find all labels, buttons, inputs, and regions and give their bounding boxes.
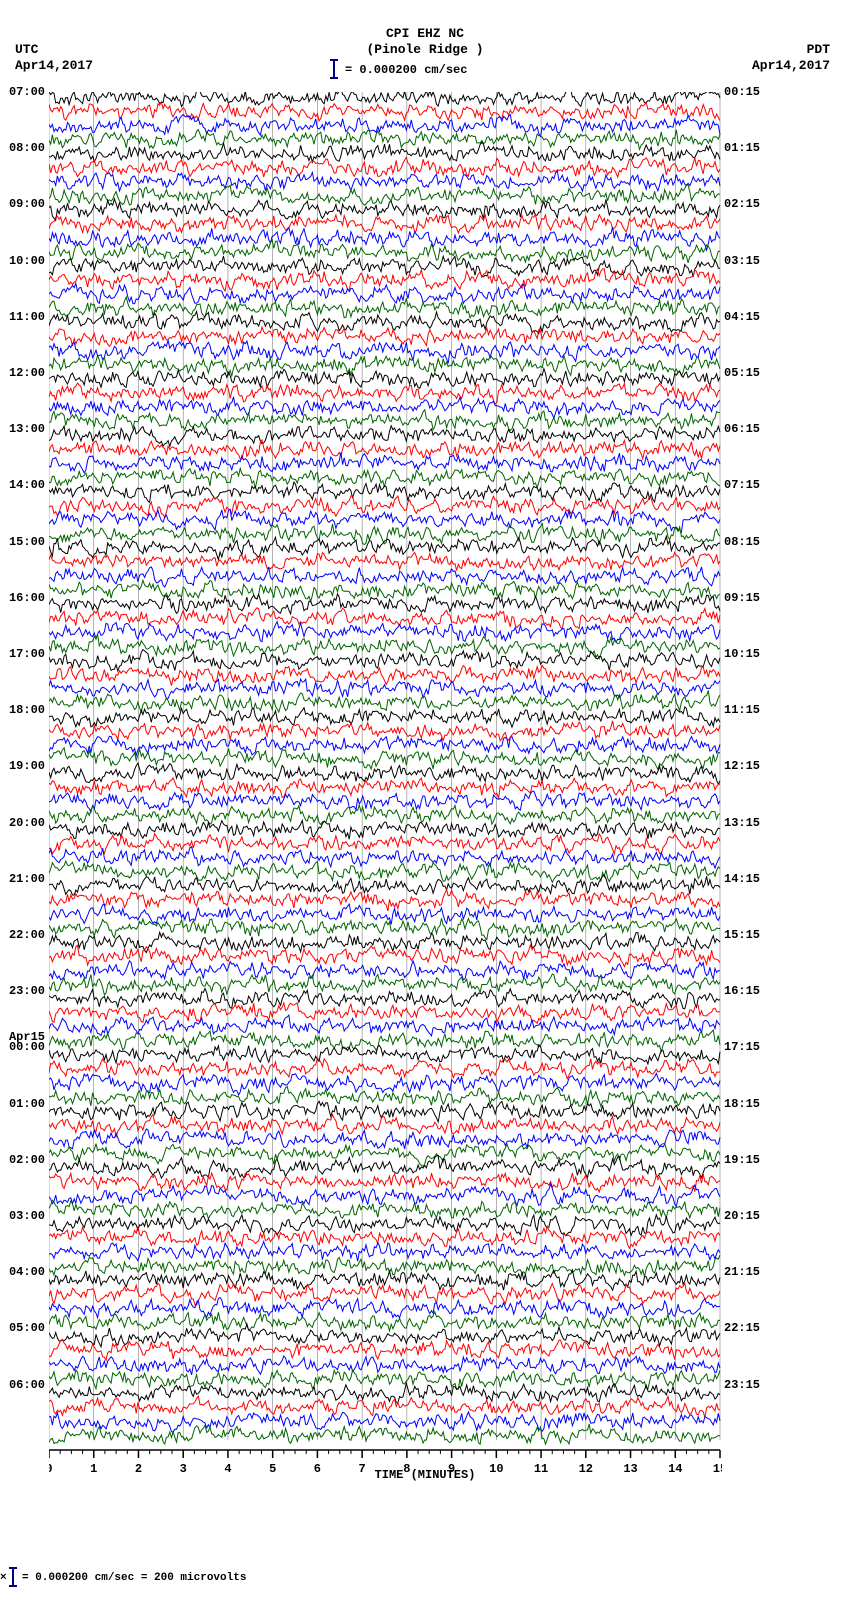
scale-text-footer: = 0.000200 cm/sec = 200 microvolts [22, 1572, 246, 1584]
left-time-label: 10:00 [9, 254, 45, 268]
right-timezone: PDT [807, 42, 830, 57]
scale-bar-footer-cap-top [9, 1567, 17, 1569]
right-time-label: 16:15 [724, 984, 760, 998]
left-time-label: 04:00 [9, 1265, 45, 1279]
right-time-label: 20:15 [724, 1209, 760, 1223]
right-time-label: 01:15 [724, 141, 760, 155]
left-time-label: 09:00 [9, 197, 45, 211]
left-time-label: 16:00 [9, 591, 45, 605]
left-timezone: UTC [15, 42, 38, 57]
right-time-label: 17:15 [724, 1040, 760, 1054]
helicorder-plot: 0123456789101112131415 [49, 92, 722, 1510]
right-time-label: 21:15 [724, 1265, 760, 1279]
left-time-label: 19:00 [9, 759, 45, 773]
left-time-label: 17:00 [9, 647, 45, 661]
left-time-label: 11:00 [9, 310, 45, 324]
right-time-label: 04:15 [724, 310, 760, 324]
left-time-label: 18:00 [9, 703, 45, 717]
left-time-label: 03:00 [9, 1209, 45, 1223]
left-time-label: 22:00 [9, 928, 45, 942]
scale-bar-cap-bottom [330, 77, 338, 79]
right-time-label: 10:15 [724, 647, 760, 661]
right-time-label: 08:15 [724, 535, 760, 549]
left-time-label: 23:00 [9, 984, 45, 998]
right-time-label: 00:15 [724, 85, 760, 99]
left-date: Apr14,2017 [15, 58, 93, 73]
scale-bar-footer [12, 1568, 14, 1586]
right-time-label: 11:15 [724, 703, 760, 717]
right-time-label: 14:15 [724, 872, 760, 886]
left-time-label: 01:00 [9, 1097, 45, 1111]
station-code: CPI EHZ NC [0, 26, 850, 41]
left-time-label: 02:00 [9, 1153, 45, 1167]
right-time-label: 13:15 [724, 816, 760, 830]
right-time-label: 12:15 [724, 759, 760, 773]
left-time-label: 14:00 [9, 478, 45, 492]
scale-bar-footer-cap-bottom [9, 1585, 17, 1587]
right-time-label: 22:15 [724, 1321, 760, 1335]
left-time-label: 08:00 [9, 141, 45, 155]
seismogram-container: CPI EHZ NC (Pinole Ridge ) = 0.000200 cm… [0, 0, 850, 1613]
right-time-label: 23:15 [724, 1378, 760, 1392]
scale-text-top: = 0.000200 cm/sec [345, 63, 467, 77]
left-time-label: 12:00 [9, 366, 45, 380]
left-time-label: 06:00 [9, 1378, 45, 1392]
right-time-label: 06:15 [724, 422, 760, 436]
right-time-label: 05:15 [724, 366, 760, 380]
scale-bar-top [333, 60, 335, 78]
right-time-label: 02:15 [724, 197, 760, 211]
right-time-label: 19:15 [724, 1153, 760, 1167]
right-time-label: 09:15 [724, 591, 760, 605]
right-time-label: 15:15 [724, 928, 760, 942]
right-time-label: 07:15 [724, 478, 760, 492]
right-time-label: 03:15 [724, 254, 760, 268]
x-axis-label: TIME (MINUTES) [0, 1468, 850, 1482]
right-date: Apr14,2017 [752, 58, 830, 73]
left-time-label: 15:00 [9, 535, 45, 549]
left-time-label: 21:00 [9, 872, 45, 886]
left-time-label: 13:00 [9, 422, 45, 436]
left-time-label: 05:00 [9, 1321, 45, 1335]
right-time-label: 18:15 [724, 1097, 760, 1111]
left-time-label: 20:00 [9, 816, 45, 830]
station-name: (Pinole Ridge ) [0, 42, 850, 57]
left-time-label: 07:00 [9, 85, 45, 99]
scale-text-footer-prefix: × [0, 1572, 7, 1584]
left-time-label: 00:00 [9, 1040, 45, 1054]
scale-bar-cap-top [330, 59, 338, 61]
